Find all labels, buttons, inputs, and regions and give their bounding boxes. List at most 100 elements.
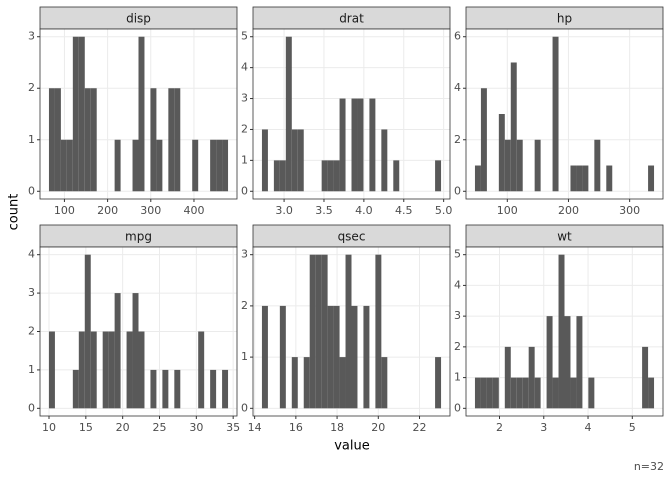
bar [642,346,649,409]
bar [558,254,565,409]
panel-border [465,28,664,200]
x-tick-label: 25 [152,421,166,434]
x-tick-label: 5.0 [435,204,453,217]
x-tick-label: 3.5 [315,204,333,217]
bar [114,293,121,409]
bar [498,114,505,192]
bar [309,254,316,409]
bar [48,88,55,192]
x-tick-label: 3.0 [275,204,293,217]
bar [198,331,205,409]
bar [273,160,280,192]
bar [339,357,346,409]
bar [594,139,601,192]
x-tick-label: 300 [140,204,161,217]
bar [570,377,577,409]
bar [552,36,559,192]
x-tick-label: 200 [558,204,579,217]
bar [648,165,655,192]
x-tick-label: 200 [97,204,118,217]
x-tick-label: 35 [226,421,240,434]
y-tick-label: 3 [454,309,461,322]
y-tick-label: 1 [241,350,248,363]
x-tick-label: 100 [497,204,518,217]
y-tick-label: 1 [241,153,248,166]
y-tick-label: 1 [28,363,35,376]
panel-border [252,28,451,200]
bar [369,98,376,192]
y-tick-label: 0 [241,184,248,197]
bar [285,36,292,192]
bar [261,129,268,192]
bar [357,98,364,192]
bar [333,160,340,192]
bar [321,160,328,192]
bar [534,139,541,192]
bar [606,165,613,192]
bar [315,254,322,409]
y-tick-label: 3 [28,286,35,299]
panel-title: wt [557,230,572,244]
bar [291,357,298,409]
panel-title: qsec [338,230,366,244]
bar [480,377,487,409]
y-tick-label: 0 [28,184,35,197]
y-tick-label: 2 [454,133,461,146]
bar [210,369,217,409]
bar [522,377,529,409]
y-tick-label: 4 [454,278,461,291]
bar [84,88,91,192]
bar [327,305,334,409]
panel-title: mpg [125,230,152,244]
bar [162,369,169,409]
y-axis-title: count [7,194,22,231]
bar [126,331,133,409]
bar [516,377,523,409]
bar [138,331,145,409]
bar [480,88,487,192]
bar [303,357,310,409]
bar [582,165,589,192]
panel-title: drat [339,12,364,26]
y-tick-label: 1 [454,371,461,384]
x-axis-title: value [334,439,370,454]
bar [279,305,286,409]
bar [345,254,352,409]
bar [192,139,199,192]
bar [297,129,304,192]
bar [156,139,163,192]
x-tick-label: 14 [248,421,262,434]
panel-title: disp [126,12,151,26]
bar [576,316,583,409]
y-tick-label: 6 [454,30,461,43]
bar [132,293,139,409]
x-tick-label: 20 [116,421,130,434]
bar [648,377,655,409]
x-tick-label: 4.5 [395,204,413,217]
bar [504,346,511,409]
y-tick-label: 2 [28,81,35,94]
bar [375,254,382,409]
x-tick-label: 4.0 [355,204,373,217]
bar [216,139,223,192]
bar [132,139,139,192]
x-tick-label: 5 [629,421,636,434]
x-tick-label: 3 [540,421,547,434]
bar [279,160,286,192]
bar [174,369,181,409]
bar [84,254,91,409]
bar [210,139,217,192]
y-tick-label: 4 [241,61,248,74]
panel-border [39,246,238,417]
bar [78,331,85,409]
bar [150,88,157,192]
bar [72,36,79,192]
x-tick-label: 2 [496,421,503,434]
bar [66,139,73,192]
x-tick-label: 16 [289,421,303,434]
x-tick-label: 400 [183,204,204,217]
panel-border [39,28,238,200]
bar [435,357,442,409]
caption: n=32 [634,460,664,473]
panel-title: hp [557,12,572,26]
